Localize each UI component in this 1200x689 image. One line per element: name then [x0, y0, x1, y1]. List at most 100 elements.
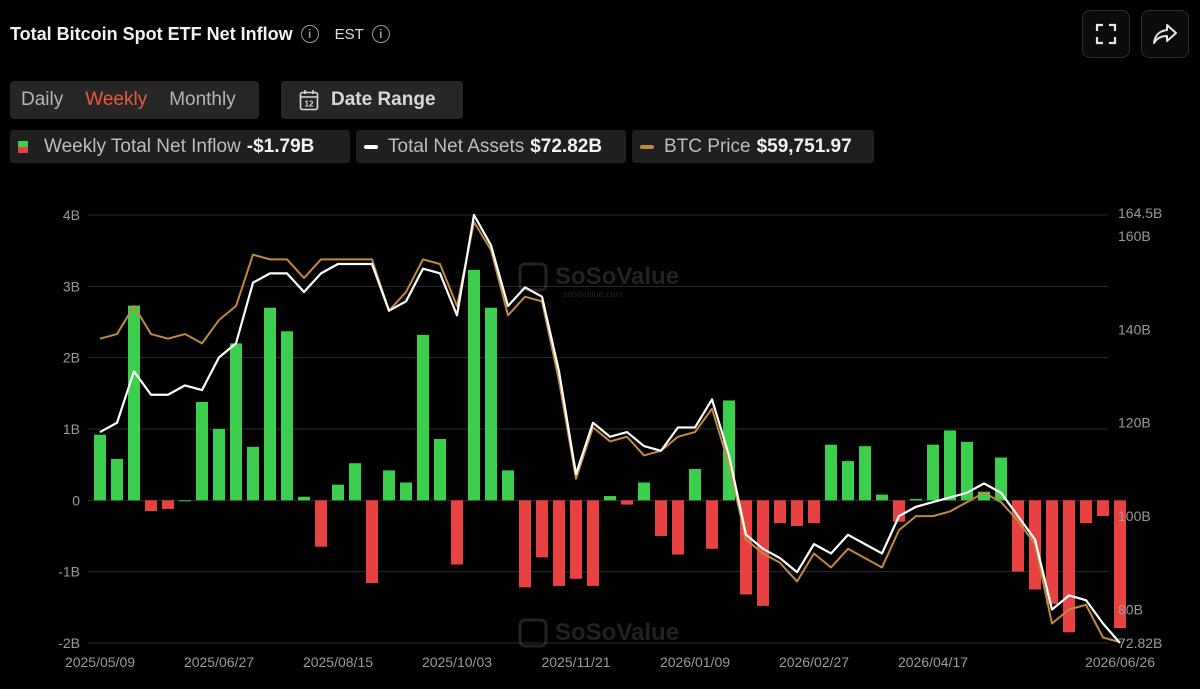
inflow-bar [587, 500, 599, 586]
inflow-bar [1114, 500, 1126, 629]
inflow-bar [774, 500, 786, 524]
btc-price-line [99, 221, 1121, 644]
inflow-bar [247, 446, 259, 501]
legend-inflow-label: Weekly Total Net Inflow [44, 135, 241, 157]
y-right-tick-label: 160B [1118, 228, 1151, 244]
inflow-bar [1080, 500, 1092, 524]
y-right-tick-label: 100B [1118, 508, 1151, 524]
legend-inflow-value: -$1.79B [246, 135, 315, 157]
inflow-bar [672, 500, 684, 555]
inflow-bar [281, 331, 293, 501]
x-tick-label: 2025/05/09 [65, 654, 135, 670]
inflow-bar [94, 434, 106, 501]
legend-btc[interactable]: BTC Price $59,751.97 [632, 130, 874, 163]
fullscreen-icon [1095, 23, 1117, 45]
tab-weekly[interactable]: Weekly [85, 89, 148, 110]
inflow-bar [791, 500, 803, 527]
legend-btc-value: $59,751.97 [756, 135, 852, 157]
tab-daily[interactable]: Daily [21, 89, 64, 110]
inflow-bar [995, 457, 1007, 501]
inflow-bar [179, 500, 191, 502]
x-tick-label: 2025/06/27 [184, 654, 254, 670]
inflow-bar [638, 482, 650, 501]
inflow-bar [570, 500, 582, 579]
y-left-tick-label: -2B [58, 635, 80, 651]
inflow-bar [961, 441, 973, 501]
calendar-day: 12 [305, 100, 314, 109]
y-left-tick-label: 1B [63, 421, 80, 437]
x-tick-label: 2025/11/21 [541, 654, 610, 670]
inflow-bar [400, 482, 412, 501]
inflow-bar [468, 269, 480, 501]
inflow-bar [859, 446, 871, 501]
watermark-text: SoSoValue [555, 619, 679, 646]
inflow-bar [706, 500, 718, 549]
inflow-bar [213, 429, 225, 501]
info-icon[interactable]: i [300, 25, 319, 43]
share-icon [1153, 24, 1177, 44]
inflow-bar [502, 470, 514, 501]
timezone-label: EST [334, 25, 364, 43]
watermark-logo [518, 262, 548, 292]
y-right-tick-label: 120B [1118, 415, 1151, 431]
inflow-bar [383, 470, 395, 501]
inflow-bar [808, 500, 820, 524]
chart-header: Total Bitcoin Spot ETF Net Inflow i EST … [10, 20, 390, 48]
legend-inflow[interactable]: Weekly Total Net Inflow -$1.79B [10, 130, 350, 163]
x-tick-label: 2025/10/03 [422, 654, 492, 670]
inflow-bar [434, 438, 446, 501]
share-button[interactable] [1141, 10, 1189, 58]
inflow-bar [298, 496, 310, 501]
inflow-bar [825, 444, 837, 501]
inflow-bar [315, 500, 327, 547]
inflow-bar [264, 307, 276, 501]
inflow-bar [893, 500, 905, 522]
date-range-label: Date Range [331, 89, 436, 110]
inflow-bar [366, 500, 378, 584]
y-left-tick-label: 0 [72, 492, 80, 508]
inflow-bar [349, 463, 361, 501]
inflow-bar [332, 484, 344, 501]
inflow-bar [655, 500, 667, 536]
x-tick-label: 2026/04/17 [898, 654, 968, 670]
legend-btc-label: BTC Price [664, 135, 751, 157]
inflow-bar [536, 500, 548, 558]
y-right-tick-label: 140B [1118, 321, 1151, 337]
inflow-bar [519, 500, 531, 588]
x-tick-label: 2026/01/09 [660, 654, 730, 670]
inflow-bar [230, 343, 242, 501]
legend-assets[interactable]: Total Net Assets $72.82B [356, 130, 626, 163]
inflow-bar [196, 401, 208, 501]
inflow-bar [1046, 500, 1058, 604]
x-tick-label: 2026/02/27 [779, 654, 849, 670]
inflow-bar [128, 305, 140, 501]
inflow-bar [927, 444, 939, 501]
inflow-bar [910, 498, 922, 501]
date-range-button[interactable]: 12 Date Range [281, 81, 463, 119]
assets-swatch [364, 144, 378, 149]
inflow-bar [485, 307, 497, 501]
inflow-bar [604, 496, 616, 501]
fullscreen-button[interactable] [1082, 10, 1130, 58]
inflow-bar [876, 494, 888, 501]
chart-title: Total Bitcoin Spot ETF Net Inflow [10, 23, 293, 44]
inflow-bar [944, 430, 956, 501]
x-tick-label: 2025/08/15 [303, 654, 373, 670]
watermark-subtext: sosovalue.com [563, 289, 623, 299]
y-left-tick-label: 3B [63, 278, 80, 294]
y-left-tick-label: 4B [63, 207, 80, 223]
y-right-tick-label: 72.82B [1118, 635, 1162, 651]
tab-monthly[interactable]: Monthly [169, 89, 236, 110]
legend-assets-value: $72.82B [530, 135, 603, 157]
inflow-bar [842, 461, 854, 501]
btc-swatch [640, 144, 654, 149]
inflow-bar [417, 334, 429, 501]
info-icon[interactable]: i [371, 25, 390, 43]
watermark-text: SoSoValue [555, 263, 679, 290]
x-tick-label: 2026/06/26 [1085, 654, 1155, 670]
total-net-assets-line [99, 213, 1121, 644]
watermark-logo [518, 618, 548, 648]
y-right-tick-label: 80B [1118, 601, 1143, 617]
inflow-bar [689, 468, 701, 501]
